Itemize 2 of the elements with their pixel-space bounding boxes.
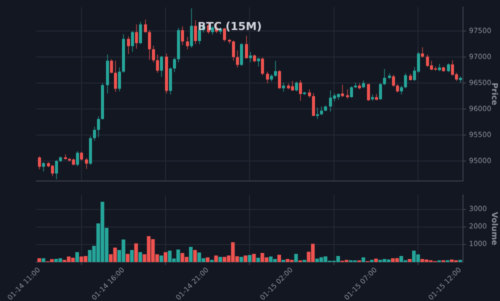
y-axis-title: Volume <box>490 212 500 246</box>
y-axis-title: Price <box>490 82 500 106</box>
